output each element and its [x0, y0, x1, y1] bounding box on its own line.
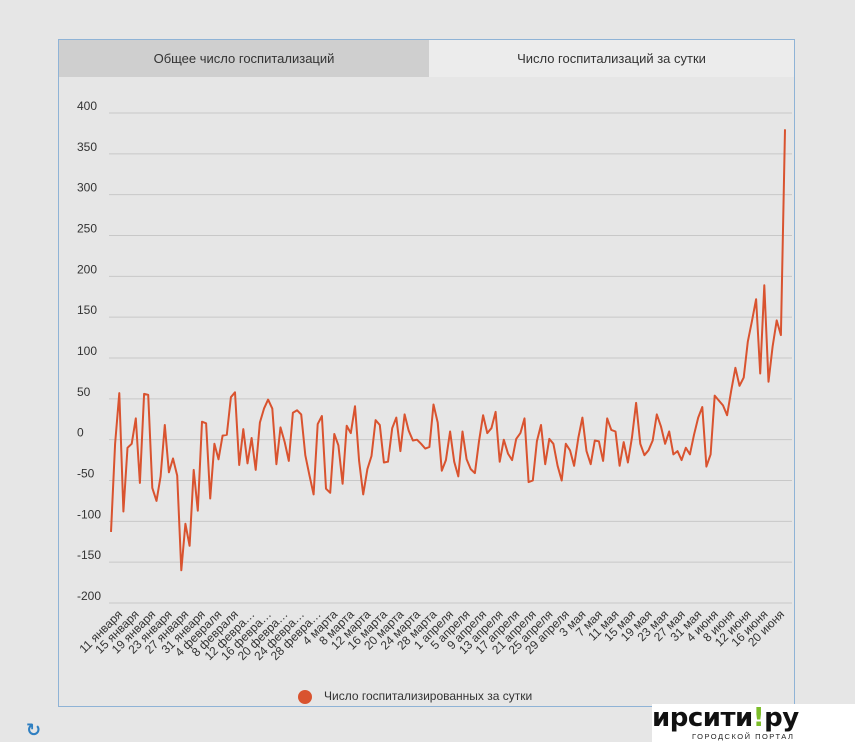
refresh-icon[interactable]: ↻ [26, 720, 42, 740]
chart-panel: Общее число госпитализаций Число госпита… [58, 39, 795, 707]
tab-daily-hospitalizations[interactable]: Число госпитализаций за сутки [429, 40, 794, 77]
y-tick-label: 350 [77, 140, 97, 154]
y-tick-label: 50 [77, 385, 91, 399]
y-tick-label: 400 [77, 99, 97, 113]
y-tick-label: 250 [77, 222, 97, 236]
line-chart: 400350300250200150100500-50-100-150-2001… [76, 99, 792, 663]
logo-tagline: ГОРОДСКОЙ ПОРТАЛ [692, 732, 795, 741]
y-tick-label: -150 [77, 548, 101, 562]
series-line [110, 129, 786, 572]
y-tick-label: 200 [77, 262, 97, 276]
legend-marker-icon [298, 690, 312, 704]
logo-accent: ! [752, 703, 765, 733]
y-tick-label: 0 [77, 426, 84, 440]
y-tick-label: -200 [77, 589, 101, 603]
y-tick-label: 100 [77, 344, 97, 358]
logo-main-text: ирсити [652, 703, 753, 733]
tab-bar: Общее число госпитализаций Число госпита… [59, 40, 794, 77]
logo-suffix: ру [764, 703, 799, 733]
chart-legend[interactable]: Число госпитализированных за сутки [59, 688, 794, 706]
legend-label: Число госпитализированных за сутки [324, 689, 533, 703]
logo-wordmark: ирсити!ру [652, 703, 855, 733]
site-logo: ирсити!ру ГОРОДСКОЙ ПОРТАЛ [652, 704, 855, 742]
y-tick-label: -100 [77, 507, 101, 521]
y-tick-label: 300 [77, 181, 97, 195]
tab-total-hospitalizations[interactable]: Общее число госпитализаций [59, 40, 429, 77]
y-tick-label: 150 [77, 303, 97, 317]
y-tick-label: -50 [77, 467, 95, 481]
